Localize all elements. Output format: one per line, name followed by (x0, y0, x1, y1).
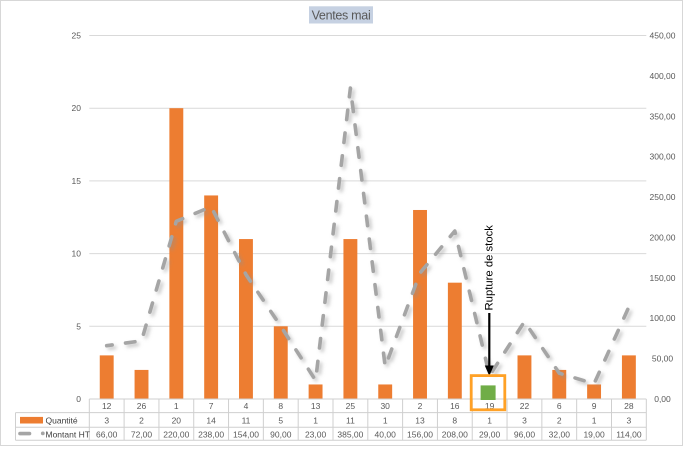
svg-text:238,00: 238,00 (198, 429, 224, 439)
svg-text:90,00: 90,00 (270, 429, 292, 439)
svg-text:208,00: 208,00 (442, 429, 468, 439)
svg-text:32,00: 32,00 (549, 429, 571, 439)
svg-text:26: 26 (137, 401, 147, 411)
svg-text:300,00: 300,00 (650, 152, 676, 162)
svg-text:11: 11 (346, 415, 355, 425)
svg-text:25: 25 (72, 31, 82, 41)
svg-text:400,00: 400,00 (650, 71, 676, 81)
svg-text:156,00: 156,00 (407, 429, 433, 439)
svg-text:1: 1 (174, 401, 179, 411)
svg-text:5: 5 (76, 321, 81, 331)
svg-text:200,00: 200,00 (650, 232, 676, 242)
svg-text:29,00: 29,00 (479, 429, 501, 439)
svg-text:28: 28 (624, 401, 634, 411)
svg-text:1: 1 (313, 415, 318, 425)
svg-text:12: 12 (102, 401, 112, 411)
svg-text:96,00: 96,00 (514, 429, 536, 439)
svg-text:50,00: 50,00 (652, 354, 674, 364)
svg-text:100,00: 100,00 (650, 313, 676, 323)
svg-text:385,00: 385,00 (337, 429, 363, 439)
svg-text:22: 22 (520, 401, 530, 411)
svg-text:2: 2 (418, 401, 423, 411)
svg-text:20: 20 (172, 415, 182, 425)
svg-text:16: 16 (450, 401, 460, 411)
svg-text:0: 0 (76, 394, 81, 404)
svg-text:10: 10 (72, 249, 82, 259)
svg-text:350,00: 350,00 (650, 111, 676, 121)
svg-text:Quantité: Quantité (46, 415, 78, 425)
svg-text:250,00: 250,00 (650, 192, 676, 202)
svg-text:450,00: 450,00 (650, 31, 676, 41)
svg-text:9: 9 (592, 401, 597, 411)
svg-text:4: 4 (244, 401, 249, 411)
svg-text:11: 11 (242, 415, 251, 425)
svg-text:2: 2 (139, 415, 144, 425)
svg-text:19: 19 (485, 401, 495, 411)
svg-text:3: 3 (104, 415, 109, 425)
svg-text:6: 6 (557, 401, 562, 411)
svg-text:7: 7 (209, 401, 214, 411)
svg-text:150,00: 150,00 (650, 273, 676, 283)
svg-text:13: 13 (415, 415, 425, 425)
svg-text:Ventes mai: Ventes mai (312, 9, 371, 23)
svg-text:19,00: 19,00 (583, 429, 605, 439)
svg-text:23,00: 23,00 (305, 429, 327, 439)
svg-text:66,00: 66,00 (96, 429, 118, 439)
svg-text:40,00: 40,00 (375, 429, 397, 439)
svg-text:1: 1 (592, 415, 597, 425)
svg-text:220,00: 220,00 (163, 429, 189, 439)
svg-text:Montant HT: Montant HT (46, 429, 90, 439)
svg-text:8: 8 (278, 401, 283, 411)
svg-text:72,00: 72,00 (131, 429, 153, 439)
svg-text:114,00: 114,00 (616, 429, 642, 439)
svg-text:0,00: 0,00 (654, 394, 671, 404)
svg-text:3: 3 (627, 415, 632, 425)
svg-text:13: 13 (311, 401, 321, 411)
svg-text:8: 8 (452, 415, 457, 425)
svg-text:2: 2 (557, 415, 562, 425)
svg-text:30: 30 (380, 401, 390, 411)
svg-text:154,00: 154,00 (233, 429, 259, 439)
svg-text:1: 1 (487, 415, 492, 425)
svg-text:20: 20 (72, 103, 82, 113)
svg-text:25: 25 (346, 401, 356, 411)
svg-text:Rupture de stock: Rupture de stock (484, 225, 496, 311)
svg-text:5: 5 (278, 415, 283, 425)
svg-text:14: 14 (206, 415, 216, 425)
svg-text:3: 3 (522, 415, 527, 425)
svg-text:1: 1 (383, 415, 388, 425)
svg-text:15: 15 (72, 176, 82, 186)
